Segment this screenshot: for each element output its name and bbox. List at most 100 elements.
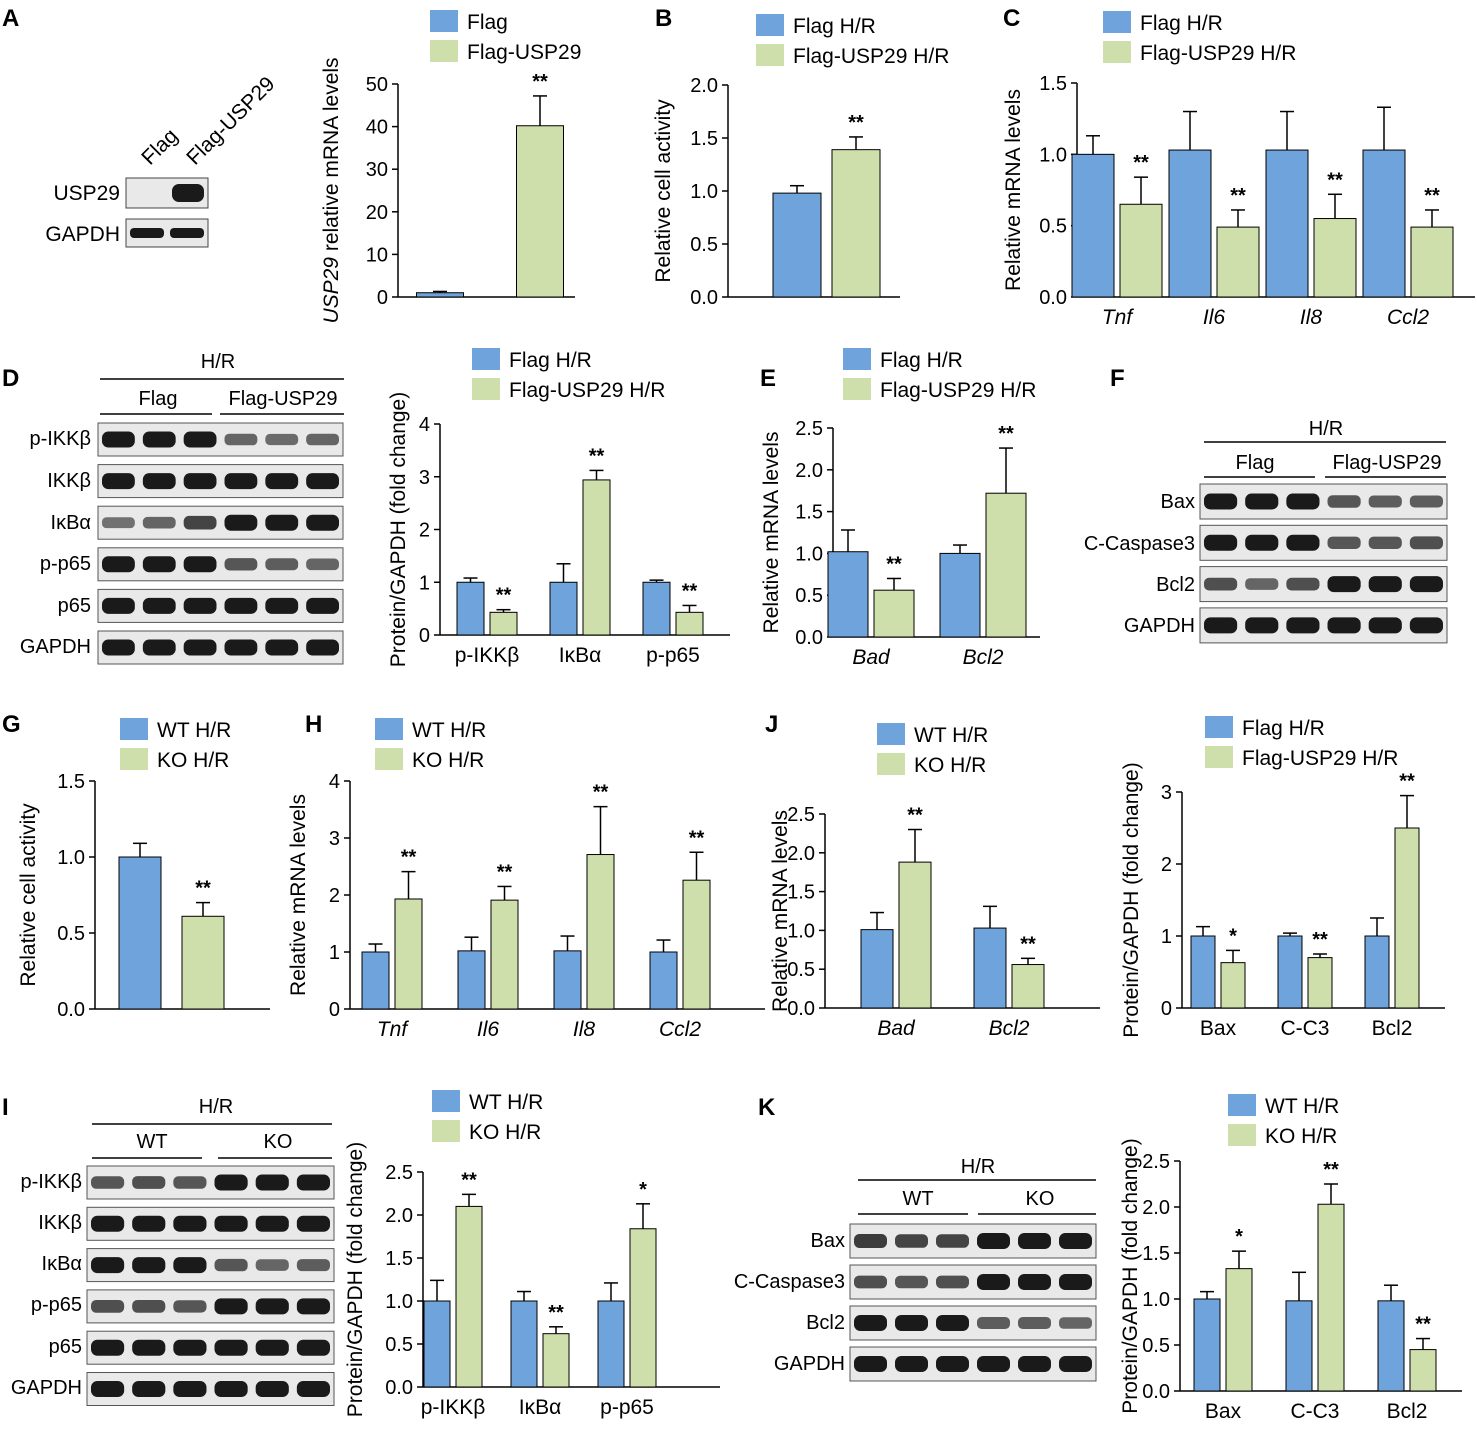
blot-strip — [86, 1248, 335, 1283]
panel-letter-i: I — [2, 1094, 9, 1121]
significance-label: * — [639, 1179, 647, 1201]
blot-a-band-usp29 — [172, 184, 204, 202]
blot-strip — [86, 1206, 335, 1241]
y-tick-label: 0.0 — [385, 1377, 413, 1399]
blot-k-row-0: Bax — [811, 1230, 845, 1252]
legend-swatch — [432, 1120, 460, 1142]
x-tick-label: Bad — [852, 646, 891, 669]
blot-band — [936, 1275, 969, 1289]
x-tick-label: C-C3 — [1290, 1400, 1339, 1423]
chart-i: 0.0 0.5 1.0 1.5 2.0 2.5 Protein/GAPDH (fold ch… — [344, 1090, 720, 1419]
legend-label: Flag — [467, 11, 508, 34]
blot-band — [1368, 617, 1402, 634]
y-tick-label: 0 — [329, 999, 340, 1021]
x-tick-label: p-p65 — [646, 644, 700, 667]
y-tick-label: 1.5 — [690, 128, 718, 150]
blot-i-row-3: p-p65 — [31, 1294, 82, 1316]
y-tick-label: 1.0 — [1142, 1289, 1170, 1311]
blot-band — [1409, 495, 1443, 508]
blot-band — [1204, 534, 1238, 551]
blot-band — [296, 1174, 330, 1191]
blot-band — [895, 1315, 928, 1331]
legend-swatch — [375, 748, 403, 770]
blot-band — [895, 1356, 928, 1372]
blot-band — [142, 431, 176, 448]
blot-band — [1245, 617, 1279, 634]
blot-band — [142, 639, 176, 656]
y-tick-label: 1 — [329, 942, 340, 964]
blot-band — [977, 1274, 1010, 1290]
blot-band — [91, 1176, 125, 1189]
legend-swatch — [1205, 716, 1233, 738]
y-tick-label: 1.5 — [385, 1248, 413, 1270]
legend-label: Flag-USP29 H/R — [880, 379, 1036, 402]
blot-i-row-0: p-IKKβ — [20, 1171, 82, 1193]
bar-h-s0-c3 — [649, 951, 678, 1010]
panel-letter-k: K — [758, 1094, 776, 1121]
blot-band — [173, 1381, 207, 1397]
legend-swatch — [430, 10, 458, 32]
y-axis-label: Relative mRNA levels — [1002, 89, 1025, 291]
blot-band — [936, 1315, 969, 1331]
bar-i-s0-c1 — [510, 1300, 538, 1388]
y-axis-label: Relative mRNA levels — [769, 810, 792, 1012]
bar-k-s0-c1 — [1285, 1300, 1313, 1392]
blot-k-row-2: Bcl2 — [806, 1312, 845, 1334]
bar-c-s0-c1 — [1168, 149, 1212, 298]
legend-swatch — [1228, 1094, 1256, 1116]
significance-label: ** — [1424, 185, 1440, 207]
blot-band — [1059, 1317, 1092, 1329]
bar-d-s1-c0 — [489, 611, 518, 636]
blot-band — [132, 1300, 166, 1313]
legend-swatch — [843, 378, 871, 400]
panel-letter-h: H — [305, 711, 322, 738]
blot-band — [1409, 536, 1443, 550]
blot-band — [255, 1339, 289, 1356]
blot-band — [255, 1174, 289, 1191]
y-tick-label: 3 — [329, 828, 340, 850]
significance-label: ** — [682, 580, 698, 602]
blot-band — [936, 1356, 969, 1372]
y-tick-label: 0.0 — [787, 998, 815, 1020]
blot-band — [296, 1215, 330, 1232]
chart-b: 0.0 0.5 1.0 1.5 2.0 Relative cell activity Fla… — [652, 14, 949, 309]
blot-d-group-flag: Flag — [139, 388, 178, 410]
legend-swatch — [756, 14, 784, 36]
significance-label: ** — [1020, 933, 1036, 955]
bar-h-s1-c3 — [682, 879, 711, 1010]
blot-band — [1245, 534, 1279, 551]
bar-a-s0-c0 — [416, 292, 464, 298]
bar-g-s1-c0 — [181, 915, 225, 1010]
y-tick-label: 0.5 — [690, 234, 718, 256]
legend-swatch — [843, 348, 871, 370]
bar-f-s0-c0 — [1190, 935, 1216, 1009]
y-tick-label: 1 — [419, 572, 430, 594]
blot-band — [173, 1215, 207, 1232]
legend-swatch — [120, 718, 148, 740]
bar-d-s1-c2 — [675, 611, 704, 636]
blot-i-group-wt: WT — [136, 1131, 167, 1153]
blot-f-row-0: Bax — [1161, 491, 1195, 513]
y-tick-label: 0.0 — [1142, 1381, 1170, 1403]
y-tick-label: 3 — [419, 467, 430, 489]
blot-band — [306, 597, 339, 614]
significance-label: ** — [907, 805, 923, 827]
blot-band — [1204, 617, 1238, 634]
blot-band — [1059, 1233, 1092, 1249]
blot-band — [91, 1257, 125, 1274]
blot-band — [936, 1234, 969, 1248]
y-tick-label: 2.0 — [787, 843, 815, 865]
bar-d-s0-c1 — [549, 581, 578, 636]
panel-letter-a: A — [2, 5, 19, 32]
blot-band — [265, 433, 299, 446]
legend-label: KO H/R — [914, 754, 986, 777]
y-tick-label: 40 — [366, 117, 388, 139]
legend-label: Flag-USP29 H/R — [1140, 42, 1296, 65]
legend-label: KO H/R — [157, 749, 229, 772]
x-tick-label: Bcl2 — [1372, 1017, 1413, 1040]
blot-band — [977, 1233, 1010, 1249]
legend-swatch — [375, 718, 403, 740]
y-tick-label: 4 — [329, 771, 340, 793]
blot-strip — [97, 588, 344, 623]
